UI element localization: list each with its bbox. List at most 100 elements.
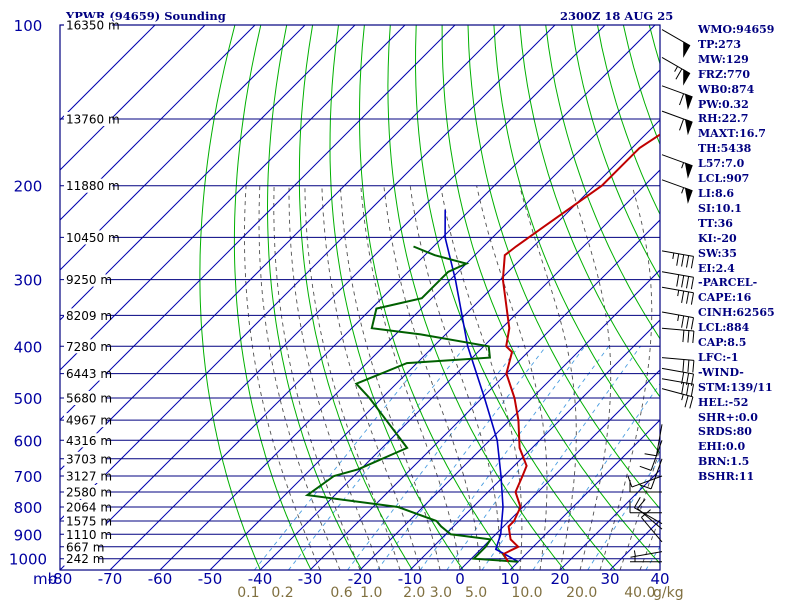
- index-item: WMO:94659: [698, 23, 775, 36]
- mixing-ratio-line: [254, 346, 435, 570]
- isotherm-line: [60, 25, 256, 221]
- height-label-bg: [64, 469, 106, 483]
- temp-tick-label: 40: [650, 570, 669, 588]
- pressure-tick-label: 400: [14, 338, 43, 356]
- height-label: 8209 m: [66, 309, 112, 323]
- wind-barb-feather: [686, 255, 690, 268]
- wind-barb-feather: [681, 382, 685, 395]
- moist-adiabat-line: [304, 185, 401, 570]
- height-label-bg: [64, 178, 113, 193]
- moist-adiabat-line: [288, 185, 381, 570]
- wind-barb-feather: [639, 484, 652, 490]
- height-label: 3703 m: [66, 452, 112, 466]
- index-item: RH:22.7: [698, 112, 749, 126]
- mixing-ratio-label: 0.6: [330, 585, 352, 600]
- wind-barb: [639, 458, 663, 490]
- moist-adiabat-line: [599, 185, 653, 570]
- moist-adiabat-line: [273, 185, 361, 570]
- dry-adiabat-line: [199, 25, 261, 570]
- index-item: HEL:-52: [698, 395, 749, 409]
- moist-adiabat-line: [321, 185, 421, 570]
- wind-barb-feather: [687, 359, 690, 372]
- height-label-bg: [64, 391, 106, 405]
- mixing-ratio-label: 1.0: [360, 585, 382, 600]
- parcel-trace: [444, 209, 519, 563]
- wind-barb-half-feather: [672, 252, 675, 259]
- height-label-bg: [64, 527, 106, 542]
- height-label: 1575 m: [66, 515, 112, 529]
- isotherm-line: [60, 25, 406, 371]
- wind-barb-feather: [682, 330, 685, 343]
- isotherm-line: [60, 25, 606, 570]
- wind-barb-feather: [686, 276, 690, 289]
- isotherm-line: [209, 119, 660, 570]
- moist-adiabat-line: [244, 185, 321, 570]
- index-item: L57:7.0: [698, 157, 745, 171]
- pressure-tick-label: 300: [14, 272, 43, 290]
- wind-barb-staff: [661, 357, 694, 361]
- wind-barb-feather: [681, 275, 685, 288]
- temp-tick-label: 20: [550, 570, 569, 588]
- wind-barb: [637, 498, 663, 530]
- height-label-bg: [64, 366, 106, 381]
- wind-barb-feather: [687, 330, 690, 343]
- height-label: 11880 m: [66, 179, 120, 193]
- wind-barb-staff: [634, 507, 663, 525]
- isotherm-line: [60, 25, 306, 271]
- index-item: MW:129: [698, 52, 749, 66]
- mixing-ratio-label: 10.0: [511, 585, 542, 600]
- mixing-ratio-unit: g/kg: [653, 585, 684, 600]
- wind-barb-feather: [682, 359, 685, 372]
- height-label-bg: [64, 112, 113, 126]
- height-label: 2064 m: [66, 501, 112, 515]
- wind-barb: [661, 271, 694, 290]
- temp-tick-label: -50: [198, 570, 223, 588]
- profile-area: [304, 133, 660, 563]
- wind-barb-feather: [692, 360, 695, 373]
- index-item: CINH:62565: [698, 306, 775, 320]
- wind-barb: [661, 110, 693, 136]
- temp-tick-label: -10: [398, 570, 423, 588]
- wind-barb-feather: [686, 291, 690, 304]
- moist-adiabat-line: [360, 185, 461, 570]
- dry-adiabat-line: [387, 25, 565, 570]
- temp-tick-label: -70: [98, 570, 123, 588]
- index-item: LFC:-1: [698, 350, 739, 364]
- height-label: 7280 m: [66, 340, 112, 354]
- temp-tick-label: -80: [48, 570, 73, 588]
- wind-barb: [644, 424, 663, 457]
- dry-adiabat-line: [441, 25, 660, 565]
- index-item: STM:139/11: [698, 380, 773, 394]
- wind-barb-feather: [681, 254, 685, 267]
- plot-frame: [59, 24, 661, 571]
- index-item: LCL:884: [698, 321, 750, 335]
- wind-barb-staff: [631, 475, 663, 488]
- index-item: LCL:907: [698, 172, 750, 186]
- mixing-ratio-line: [419, 346, 586, 570]
- height-label-bg: [64, 433, 106, 448]
- mixing-ratio-line: [532, 382, 660, 570]
- isotherm-line: [459, 369, 660, 570]
- dry-adiabat-line: [414, 25, 616, 570]
- pressure-tick-label: 100: [14, 17, 43, 35]
- index-item: WB0:874: [698, 82, 755, 96]
- height-label: 9250 m: [66, 273, 112, 287]
- height-label: 667 m: [66, 540, 104, 554]
- dewpoint-trace: [304, 245, 519, 563]
- wind-barb-staff: [661, 250, 694, 257]
- wind-barb-pennant: [684, 162, 693, 179]
- wind-barb-feather: [679, 118, 685, 131]
- wind-barb-pennant: [683, 69, 691, 86]
- wind-barb: [629, 500, 662, 514]
- mixing-ratio-label: 3.0: [430, 585, 452, 600]
- pressure-tick-label: 700: [14, 468, 43, 486]
- index-item: BRN:1.5: [698, 455, 750, 469]
- isotherm-line: [309, 219, 660, 570]
- wind-barb-feather: [633, 497, 641, 508]
- wind-barb-feather: [637, 498, 646, 509]
- wind-barb-feather: [676, 253, 680, 266]
- wind-barb: [629, 480, 662, 493]
- wind-barb-staff: [661, 271, 694, 278]
- wind-barb-staff: [637, 508, 663, 530]
- wind-barb-feather: [681, 315, 685, 328]
